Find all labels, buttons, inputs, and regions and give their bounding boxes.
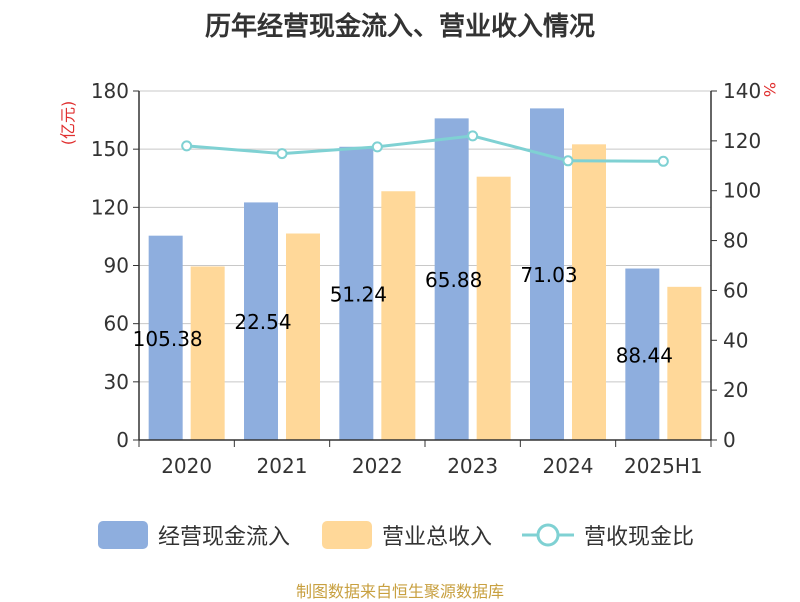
legend: 经营现金流入 营业总收入 营收现金比	[0, 518, 800, 552]
right-tick-label-0: 0	[723, 428, 736, 452]
legend-item-ratio[interactable]: 营收现金比	[522, 518, 694, 552]
data-label-cash-inflow-2022: 51.24	[330, 282, 387, 306]
left-tick-label-1: 30	[104, 370, 129, 394]
bar-revenue-2020	[190, 266, 225, 440]
point-ratio-2021	[276, 148, 288, 160]
legend-swatch-ratio	[522, 523, 574, 547]
left-tick-label-0: 0	[116, 428, 129, 452]
legend-swatch-revenue	[322, 521, 372, 549]
left-tick-label-6: 180	[91, 79, 129, 103]
chart-area: 0 30 60 90 120 150 180 0 20 40 60 80 100 120 140 2020 20…	[91, 79, 761, 478]
bar-cash-inflow-2023	[434, 118, 469, 441]
point-ratio-2023	[467, 130, 479, 142]
bar-revenue-2023	[476, 176, 511, 440]
left-tick-label-4: 120	[91, 195, 129, 219]
chart-title: 历年经营现金流入、营业收入情况	[204, 12, 595, 42]
x-tick-label-2022: 2022	[352, 454, 403, 478]
right-tick-label-1: 20	[723, 378, 748, 402]
left-tick-label-5: 150	[91, 137, 129, 161]
bar-cash-inflow-2020	[148, 235, 183, 440]
x-tick-label-2024: 2024	[543, 454, 594, 478]
legend-label-revenue: 营业总收入	[382, 525, 493, 550]
x-tick-label-2021: 2021	[257, 454, 308, 478]
right-tick-label-5: 100	[723, 179, 761, 203]
data-label-cash-inflow-2021: 22.54	[234, 310, 291, 334]
left-tick-label-3: 90	[104, 254, 129, 278]
bar-cash-inflow-2025H1	[625, 268, 660, 440]
bar-cash-inflow-2021	[244, 202, 278, 440]
x-tick-label-2025H1: 2025H1	[624, 454, 703, 478]
point-ratio-2020	[181, 140, 193, 152]
point-ratio-2025H1	[657, 155, 669, 167]
point-ratio-2024	[562, 155, 574, 167]
bar-cash-inflow-2022	[339, 146, 374, 440]
data-label-cash-inflow-2024: 71.03	[520, 263, 577, 287]
bar-revenue-2021	[286, 233, 320, 440]
bar-revenue-2022	[381, 191, 416, 440]
legend-swatch-cash-inflow	[98, 521, 148, 549]
bar-revenue-2024	[572, 144, 606, 440]
legend-item-revenue[interactable]: 营业总收入	[322, 518, 492, 552]
right-tick-label-4: 80	[723, 229, 748, 253]
right-tick-label-6: 120	[723, 129, 761, 153]
left-tick-label-2: 60	[104, 312, 129, 336]
data-label-cash-inflow-2023: 65.88	[425, 268, 482, 292]
right-tick-label-2: 40	[723, 328, 748, 352]
legend-label-ratio: 营收现金比	[584, 525, 695, 550]
line-ratio	[186, 134, 664, 163]
data-source-note: 制图数据来自恒生聚源数据库	[295, 582, 504, 601]
legend-label-cash-inflow: 经营现金流入	[158, 525, 291, 550]
data-label-cash-inflow-2020: 105.38	[133, 327, 203, 351]
data-label-cash-inflow-2025H1: 88.44	[616, 343, 673, 367]
bar-revenue-2025H1	[667, 286, 702, 440]
right-tick-label-7: 140	[723, 79, 761, 103]
x-tick-label-2023: 2023	[447, 454, 498, 478]
point-ratio-2022	[371, 141, 383, 153]
legend-item-cash-inflow[interactable]: 经营现金流入	[98, 518, 290, 552]
x-tick-label-2020: 2020	[161, 454, 212, 478]
right-tick-label-3: 60	[723, 278, 748, 302]
bar-cash-inflow-2024	[530, 108, 564, 440]
